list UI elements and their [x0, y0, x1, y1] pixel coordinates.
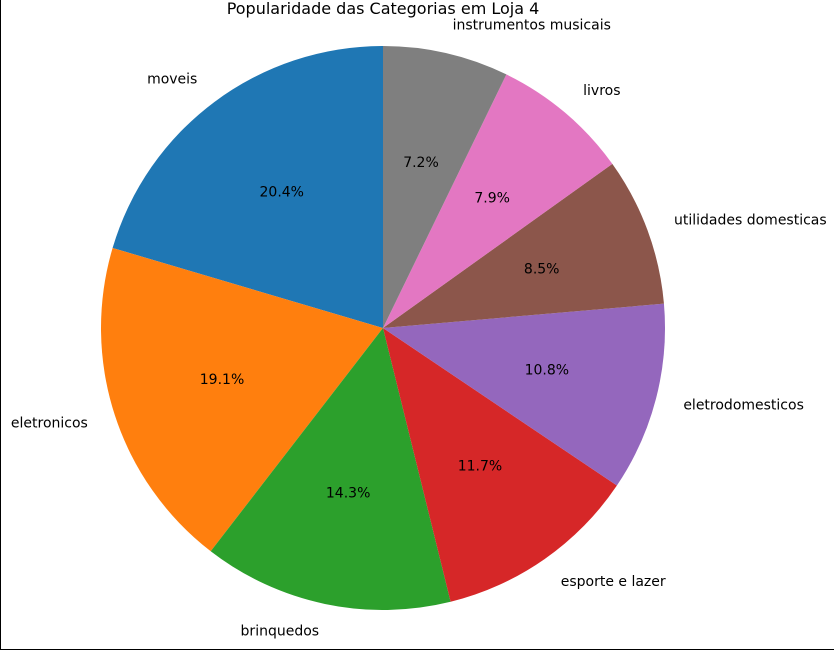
chart-title: Popularidade das Categorias em Loja 4: [227, 0, 540, 18]
pie-slice-moveis: [112, 46, 384, 328]
slice-percent-label: 19.1%: [200, 372, 244, 388]
slice-category-label: eletrodomesticos: [683, 398, 804, 414]
slice-category-label: esporte e lazer: [561, 574, 666, 590]
slice-percent-label: 7.2%: [403, 155, 439, 171]
pie-slice-brinquedos: [210, 328, 451, 610]
pie-slice-livros: [383, 74, 613, 328]
slice-percent-label: 20.4%: [260, 184, 304, 200]
pie-labels: 20.4% moveis 19.1% eletronicos 14.3% brinqued…: [11, 18, 827, 640]
pie-slices: [100, 46, 665, 610]
slice-percent-label: 7.9%: [474, 191, 510, 207]
slice-category-label: livros: [583, 83, 620, 99]
slice-percent-label: 11.7%: [458, 459, 502, 475]
slice-category-label: moveis: [147, 71, 197, 87]
pie-slice-eletrodomesticos: [383, 303, 665, 486]
pie-slice-eletronicos: [100, 247, 383, 552]
slice-percent-label: 8.5%: [524, 261, 560, 277]
slice-category-label: brinquedos: [241, 624, 320, 640]
slice-category-label: utilidades domesticas: [674, 213, 827, 229]
pie-slice-instrumentos-musicais: [383, 46, 507, 328]
pie-slice-esporte-e-lazer: [383, 328, 617, 602]
pie-slice-utilidades-domesticas: [383, 163, 664, 328]
slice-percent-label: 10.8%: [525, 362, 569, 378]
slice-percent-label: 14.3%: [326, 486, 370, 502]
slice-category-label: eletronicos: [11, 415, 88, 431]
slice-category-label: instrumentos musicais: [453, 18, 611, 34]
